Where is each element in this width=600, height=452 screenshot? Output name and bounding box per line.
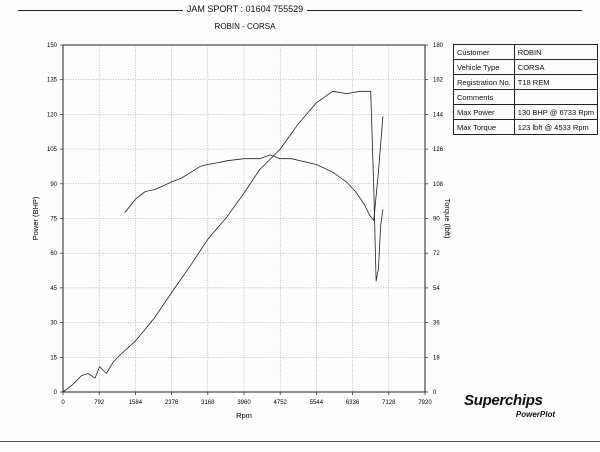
info-value: 130 BHP @ 6733 Rpm: [513, 104, 599, 120]
y-tick-label: 0: [54, 390, 58, 396]
y2-tick-label: 180: [433, 43, 444, 49]
info-value: 123 lbft @ 4533 Rpm: [513, 119, 599, 135]
info-label: Max Power: [453, 104, 515, 120]
y-tick-label: 150: [47, 43, 58, 49]
y2-tick-label: 126: [433, 147, 444, 153]
x-tick-label: 7128: [382, 400, 396, 406]
y-tick-label: 15: [50, 355, 57, 361]
y-tick-label: 75: [50, 217, 57, 223]
x-tick-label: 2376: [165, 400, 179, 406]
y2-tick-label: 18: [433, 355, 440, 361]
y2-tick-label: 72: [433, 251, 440, 257]
brand-logo: Superchips: [464, 392, 543, 409]
y-tick-label: 120: [47, 112, 58, 118]
info-row: Registration No. T18 REM: [453, 74, 599, 90]
info-row: Customer ROBIN: [453, 44, 599, 60]
x-tick-label: 1584: [129, 400, 143, 406]
y-tick-label: 90: [50, 182, 57, 188]
info-row: Max Torque 123 lbft @ 4533 Rpm: [453, 119, 599, 135]
vehicle-info-table: Customer ROBIN Vehicle Type CORSA Registrati…: [453, 44, 599, 135]
y-tick-label: 60: [50, 251, 57, 257]
y-tick-label: 45: [50, 286, 57, 292]
y2-tick-label: 144: [433, 112, 444, 118]
brand-product: PowerPlot: [515, 410, 555, 419]
info-value: ROBIN: [513, 44, 599, 60]
info-label: Max Torque: [453, 119, 515, 135]
report-header: JAM SPORT : 01604 755529: [0, 4, 490, 14]
torque-line: [124, 116, 384, 221]
info-value: T18 REM: [513, 74, 599, 90]
info-label: Comments: [453, 89, 515, 105]
info-value: CORSA: [513, 59, 599, 75]
x-tick-label: 3960: [237, 400, 251, 406]
y2-tick-label: 108: [433, 182, 444, 188]
y-tick-label: 135: [47, 78, 58, 84]
y-tick-label: 105: [47, 147, 58, 153]
y2-tick-label: 162: [433, 78, 444, 84]
x-tick-label: 7920: [418, 400, 432, 406]
footer-rule: [0, 441, 600, 442]
y2-tick-label: 36: [433, 321, 440, 327]
x-tick-label: 6336: [346, 400, 360, 406]
info-row: Comments: [453, 89, 599, 105]
info-value: [513, 89, 599, 105]
x-tick-label: 3168: [201, 400, 215, 406]
chart-subtitle: ROBIN - CORSA: [214, 22, 276, 31]
y2-tick-label: 90: [433, 217, 440, 223]
y2-axis-label: Torque (lbft): [443, 198, 452, 239]
info-label: Vehicle Type: [453, 59, 515, 75]
x-tick-label: 792: [94, 400, 105, 406]
x-tick-label: 0: [61, 400, 65, 406]
x-tick-label: 4752: [274, 400, 288, 406]
info-row: Max Power 130 BHP @ 6733 Rpm: [453, 104, 599, 120]
x-axis-label: Rpm: [236, 411, 252, 420]
power-line: [62, 90, 384, 393]
y-axis-label: Power (BHP): [31, 196, 40, 240]
info-label: Customer: [453, 44, 515, 60]
info-label: Registration No.: [453, 74, 515, 90]
x-tick-label: 5544: [310, 400, 324, 406]
y-tick-label: 30: [50, 321, 57, 327]
y2-tick-label: 0: [433, 390, 437, 396]
info-row: Vehicle Type CORSA: [453, 59, 599, 75]
y2-tick-label: 54: [433, 286, 440, 292]
